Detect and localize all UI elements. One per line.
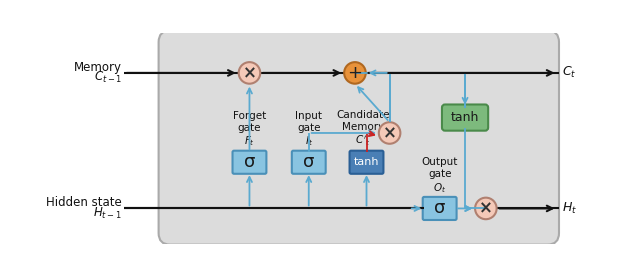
Circle shape [475,198,497,219]
Text: $C_t$: $C_t$ [562,65,577,81]
FancyBboxPatch shape [292,151,326,174]
Text: σ: σ [434,199,445,218]
Text: ×: × [479,199,493,218]
Text: $H_t$: $H_t$ [562,201,577,216]
FancyBboxPatch shape [349,151,383,174]
Text: Output
gate
$O_t$: Output gate $O_t$ [422,157,458,195]
Text: σ: σ [244,153,255,171]
Text: tanh: tanh [451,111,479,124]
Circle shape [344,62,365,84]
Text: ×: × [243,64,257,82]
Text: Input
gate
$I_t$: Input gate $I_t$ [295,111,323,149]
FancyBboxPatch shape [422,197,456,220]
Text: Forget
gate
$F_t$: Forget gate $F_t$ [233,111,266,149]
Text: Memory: Memory [74,61,122,74]
Text: $H_{t-1}$: $H_{t-1}$ [93,206,122,221]
Circle shape [379,122,401,144]
Text: tanh: tanh [354,157,380,167]
FancyBboxPatch shape [232,151,266,174]
FancyBboxPatch shape [159,31,559,245]
Text: $C_{t-1}$: $C_{t-1}$ [93,70,122,85]
Circle shape [239,62,260,84]
Text: σ: σ [303,153,314,171]
Text: +: + [348,64,362,82]
Text: Hidden state: Hidden state [46,196,122,209]
Text: ×: × [383,124,397,142]
Text: Candidate
Memory
$C'_t$: Candidate Memory $C'_t$ [336,110,389,149]
FancyBboxPatch shape [442,104,488,131]
